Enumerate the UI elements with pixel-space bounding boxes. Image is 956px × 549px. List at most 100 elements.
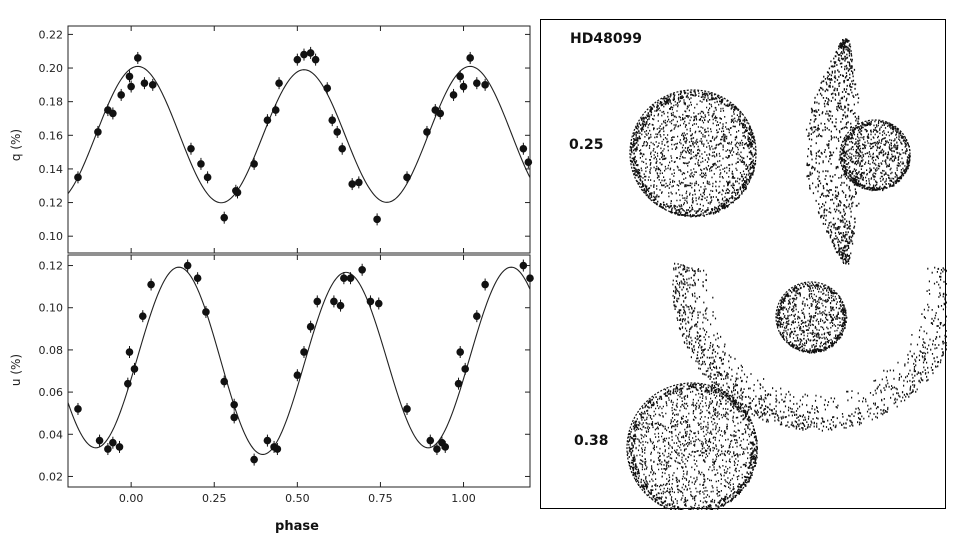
u-data-point bbox=[109, 438, 117, 447]
secondary-envelope-phase-038b-dots bbox=[809, 266, 947, 432]
secondary-envelope-phase-038 bbox=[672, 262, 810, 431]
secondary-envelope-phase-038b bbox=[809, 266, 947, 432]
binary-star-models bbox=[626, 38, 947, 510]
q-ytick-label: 0.10 bbox=[39, 230, 64, 243]
q-panel: 0.10 0.12 0.14 0.16 0.18 0.20 0.22 bbox=[39, 25, 533, 254]
q-ytick-label: 0.12 bbox=[39, 197, 64, 210]
secondary-star-phase-025 bbox=[839, 119, 911, 192]
u-data-point bbox=[273, 445, 282, 453]
u-data-point bbox=[426, 436, 435, 445]
u-data-point bbox=[183, 261, 192, 270]
u-data-point bbox=[358, 265, 366, 274]
u-data-point bbox=[346, 274, 355, 283]
u-data-point bbox=[250, 455, 258, 464]
u-data-point bbox=[330, 297, 338, 306]
u-xtick-label: 0.25 bbox=[202, 492, 227, 505]
q-ytick-label: 0.14 bbox=[39, 163, 64, 176]
secondary-envelope-phase-038-dots bbox=[672, 262, 810, 431]
u-xtick-label: 0.00 bbox=[119, 492, 144, 505]
u-data-point bbox=[124, 379, 132, 388]
secondary-star-phase-025-rim bbox=[839, 119, 911, 191]
u-data-point bbox=[202, 308, 210, 316]
q-data-point bbox=[250, 160, 258, 168]
q-data-point bbox=[355, 178, 363, 187]
u-data-point bbox=[230, 413, 238, 422]
u-ytick-label: 0.08 bbox=[39, 344, 64, 357]
u-data-point bbox=[461, 365, 469, 373]
q-data-point bbox=[74, 173, 82, 182]
u-plot-frame bbox=[67, 254, 531, 488]
u-data-point bbox=[456, 348, 465, 356]
u-panel: 0.02 0.04 0.06 0.08 0.10 0.12 0.00 0.25 0.50 0.75… bbox=[39, 254, 534, 505]
u-data-point bbox=[263, 436, 272, 445]
q-data-point bbox=[275, 79, 283, 87]
q-data-point bbox=[456, 72, 465, 81]
q-data-point bbox=[94, 128, 102, 136]
q-axis-title: q (%) bbox=[9, 129, 23, 161]
phase-label-0-38: 0.38 bbox=[574, 433, 609, 449]
q-data-point bbox=[293, 55, 302, 64]
polarization-curves: 0.100.120.140.160.180.200.22 0.020.040.0… bbox=[9, 25, 534, 534]
q-data-point bbox=[197, 160, 205, 168]
q-data-point bbox=[328, 116, 337, 124]
q-ytick-label: 0.22 bbox=[39, 28, 64, 41]
u-ytick-label: 0.12 bbox=[39, 260, 64, 273]
q-data-point bbox=[473, 79, 481, 87]
secondary-star-phase-038-dots bbox=[776, 282, 848, 354]
q-data-point bbox=[125, 72, 134, 81]
secondary-star-phase-038-rim bbox=[775, 281, 847, 353]
u-data-point bbox=[336, 301, 345, 310]
q-data-point bbox=[403, 173, 411, 182]
u-data-point bbox=[526, 274, 534, 283]
q-data-point bbox=[220, 213, 229, 222]
q-data-point bbox=[140, 79, 149, 87]
q-data-point bbox=[423, 128, 431, 136]
q-data-point bbox=[449, 91, 458, 99]
u-data-point bbox=[230, 400, 238, 409]
primary-star-phase-038-rim bbox=[626, 382, 758, 510]
u-data-point bbox=[306, 322, 315, 331]
u-data-point bbox=[473, 312, 481, 320]
q-data-point bbox=[333, 128, 342, 136]
q-data-point bbox=[271, 106, 280, 114]
q-data-point bbox=[306, 49, 315, 57]
u-data-point bbox=[313, 297, 322, 306]
u-ytick-label: 0.04 bbox=[39, 428, 64, 441]
primary-star-phase-025-dots bbox=[630, 90, 757, 218]
primary-star-phase-038-dots bbox=[627, 383, 758, 510]
q-data-point bbox=[133, 54, 142, 62]
u-data-point bbox=[125, 348, 134, 356]
u-xtick-label: 1.00 bbox=[451, 492, 476, 505]
u-data-point bbox=[519, 261, 528, 270]
u-data-point bbox=[220, 377, 229, 386]
q-data-point bbox=[524, 158, 533, 166]
phase-label-0-25: 0.25 bbox=[569, 137, 604, 153]
q-data-point bbox=[373, 215, 381, 224]
u-data-point bbox=[433, 445, 441, 453]
q-data-point bbox=[233, 188, 242, 197]
q-data-point bbox=[459, 82, 468, 91]
u-data-point bbox=[293, 371, 302, 380]
q-data-point bbox=[311, 55, 320, 64]
secondary-star-phase-025-dots bbox=[840, 120, 911, 192]
u-data-point bbox=[374, 299, 383, 308]
u-data-point bbox=[481, 280, 489, 289]
q-data-point bbox=[300, 50, 308, 59]
u-ytick-label: 0.02 bbox=[39, 470, 64, 483]
q-data-point bbox=[323, 84, 332, 93]
q-data-point bbox=[117, 91, 125, 99]
u-data-point bbox=[340, 274, 348, 283]
primary-star-phase-025-rim bbox=[629, 89, 757, 217]
u-data-point bbox=[104, 445, 112, 453]
q-data-point bbox=[348, 180, 356, 188]
q-data-point bbox=[436, 109, 445, 118]
q-data-point bbox=[127, 82, 135, 91]
q-data-point bbox=[519, 144, 528, 153]
u-data-point bbox=[403, 405, 411, 413]
u-data-point bbox=[130, 365, 139, 373]
q-data-point bbox=[338, 144, 347, 153]
q-data-point bbox=[148, 81, 157, 89]
u-data-point bbox=[74, 405, 82, 413]
u-data-point bbox=[95, 436, 104, 445]
binary-model-panel: HD48099 0.25 0.38 bbox=[540, 19, 947, 510]
